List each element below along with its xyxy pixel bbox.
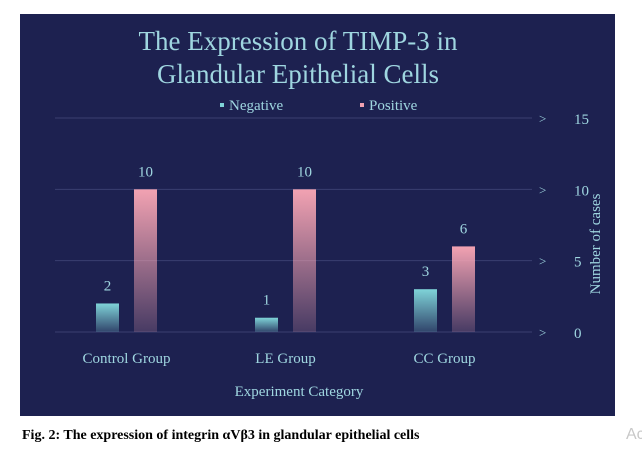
x-tick-label-1: LE Group <box>255 351 315 367</box>
data-label-negative-1: 1 <box>263 293 271 309</box>
y-tick-arrow: > <box>539 254 546 269</box>
y-tick-arrow: > <box>539 325 546 340</box>
legend: Negative Positive <box>220 98 418 114</box>
bar-negative-1 <box>255 317 278 332</box>
x-axis-label: Experiment Category <box>235 384 364 400</box>
legend-label-negative: Negative <box>229 98 283 114</box>
corner-text: Ac <box>626 426 642 443</box>
chart-panel: The Expression of TIMP-3 in Glandular Ep… <box>20 14 615 416</box>
x-tick-label-2: CC Group <box>413 351 475 367</box>
legend-label-positive: Positive <box>369 98 418 114</box>
y-tick-label-0: 0 <box>574 326 582 342</box>
y-tick-label-15: 15 <box>574 112 589 128</box>
y-tick-arrow: > <box>539 111 546 126</box>
y-tick-label-10: 10 <box>574 183 589 199</box>
y-tick-labels: >0 > 5 > 10 > 15 <box>539 111 589 342</box>
y-tick-label-5: 5 <box>574 255 582 271</box>
bar-positive-1 <box>293 189 316 332</box>
bar-positive-2 <box>452 246 475 332</box>
bars <box>96 189 475 332</box>
chart-title-line-1: The Expression of TIMP-3 in <box>139 26 458 56</box>
data-label-positive-2: 6 <box>460 221 468 237</box>
x-tick-labels: Control Group LE Group CC Group <box>83 351 476 367</box>
y-axis-label: Number of cases <box>588 193 604 294</box>
data-label-positive-1: 10 <box>297 164 312 180</box>
x-tick-label-0: Control Group <box>83 351 171 367</box>
data-label-negative-2: 3 <box>422 264 430 280</box>
figure-caption: Fig. 2: The expression of integrin αVβ3 … <box>22 428 420 443</box>
legend-swatch-negative <box>220 103 224 107</box>
data-labels: 2 10 1 10 3 6 <box>104 164 468 308</box>
chart-title-line-2: Glandular Epithelial Cells <box>157 59 439 89</box>
bar-negative-0 <box>96 303 119 332</box>
y-tick-arrow: > <box>539 182 546 197</box>
chart: The Expression of TIMP-3 in Glandular Ep… <box>55 26 604 400</box>
bar-negative-2 <box>414 289 437 332</box>
data-label-positive-0: 10 <box>138 164 153 180</box>
data-label-negative-0: 2 <box>104 278 112 294</box>
legend-swatch-positive <box>360 103 364 107</box>
bar-positive-0 <box>134 189 157 332</box>
